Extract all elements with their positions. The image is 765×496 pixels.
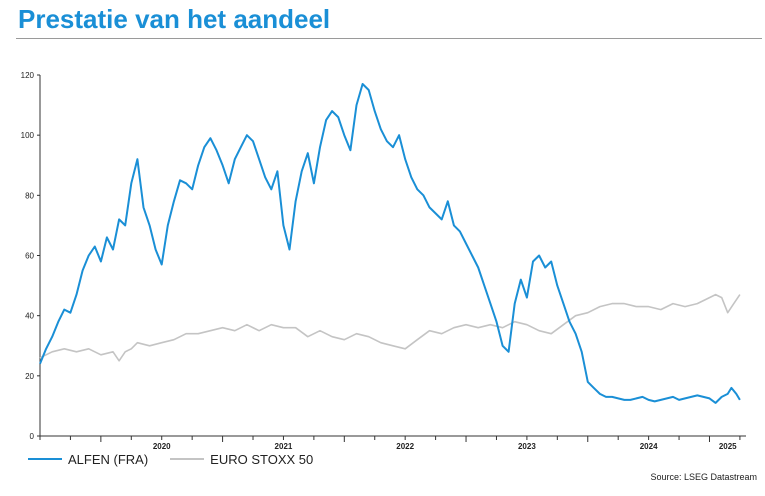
y-tick-label: 60 (25, 252, 34, 261)
legend-item-alfen: ALFEN (FRA) (28, 452, 148, 467)
x-tick-label: 2022 (396, 442, 414, 451)
x-tick-label: 2025 (719, 442, 737, 451)
x-tick-label: 2024 (640, 442, 658, 451)
chart-series (39, 83, 741, 404)
legend-swatch-eurostoxx (170, 458, 205, 460)
chart-legend: ALFEN (FRA) EURO STOXX 50 (28, 450, 335, 468)
y-tick-label: 0 (30, 432, 35, 441)
y-tick-label: 20 (25, 372, 34, 381)
title-divider (16, 38, 762, 39)
legend-label-eurostoxx: EURO STOXX 50 (210, 451, 314, 467)
chart-axes: 0 20 40 60 80 100 120 2020 2021 2022 2023 2024 2025 (21, 71, 746, 451)
series-line-eurostoxx (39, 293, 741, 362)
legend-item-eurostoxx: EURO STOXX 50 (170, 452, 313, 467)
page-title: Prestatie van het aandeel (18, 4, 331, 34)
line-chart: 0 20 40 60 80 100 120 2020 2021 2022 2023 2024 2025 (21, 71, 746, 451)
x-tick-label: 2020 (153, 442, 171, 451)
series-line-alfen (39, 83, 741, 404)
source-note: Source: LSEG Datastream (650, 472, 757, 482)
x-tick-label: 2023 (518, 442, 536, 451)
y-tick-label: 80 (25, 191, 34, 200)
chart-area: 0 20 40 60 80 100 120 2020 2021 2022 2023 2024 2025 (16, 44, 762, 494)
legend-label-alfen: ALFEN (FRA) (68, 451, 149, 467)
y-tick-label: 100 (21, 131, 35, 140)
y-tick-label: 40 (25, 312, 34, 321)
legend-swatch-alfen (28, 458, 62, 460)
y-tick-label: 120 (21, 71, 35, 80)
x-tick-label: 2021 (275, 442, 293, 451)
